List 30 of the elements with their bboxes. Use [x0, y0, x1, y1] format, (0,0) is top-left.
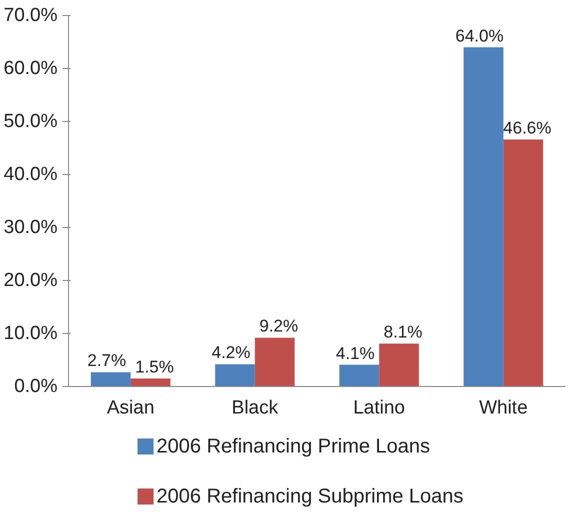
x-tick-label: Black: [232, 398, 279, 418]
x-tick-label: White: [479, 398, 528, 418]
data-label: 46.6%: [503, 118, 552, 138]
bar: [503, 140, 544, 386]
bar: [379, 344, 419, 386]
bar: [339, 364, 380, 386]
data-label: 4.2%: [212, 343, 250, 362]
y-tick-label: 40.0%: [4, 164, 58, 185]
y-tick-label: 0.0%: [14, 376, 58, 397]
data-label: 64.0%: [455, 26, 504, 46]
bar: [464, 47, 504, 386]
y-tick-label: 70.0%: [4, 5, 58, 26]
legend-label: 2006 Refinancing Prime Loans: [156, 436, 430, 458]
y-tick-label: 20.0%: [4, 270, 58, 291]
y-tick-label: 60.0%: [4, 58, 58, 79]
bar: [130, 378, 170, 386]
x-tick-label: Asian: [106, 398, 154, 418]
data-label: 8.1%: [384, 322, 422, 342]
y-tick-label: 50.0%: [4, 111, 58, 132]
x-tick-label: Latino: [353, 398, 406, 418]
data-label: 1.5%: [135, 358, 174, 377]
bar: [90, 372, 131, 386]
data-label: 4.1%: [336, 344, 375, 363]
data-label: 9.2%: [259, 316, 298, 336]
legend-label: 2006 Refinancing Subprime Loans: [156, 486, 464, 508]
bar: [254, 338, 295, 386]
y-tick-label: 30.0%: [4, 217, 58, 238]
y-tick-label: 10.0%: [4, 323, 58, 344]
data-label: 2.7%: [87, 351, 126, 370]
bar: [215, 364, 255, 386]
